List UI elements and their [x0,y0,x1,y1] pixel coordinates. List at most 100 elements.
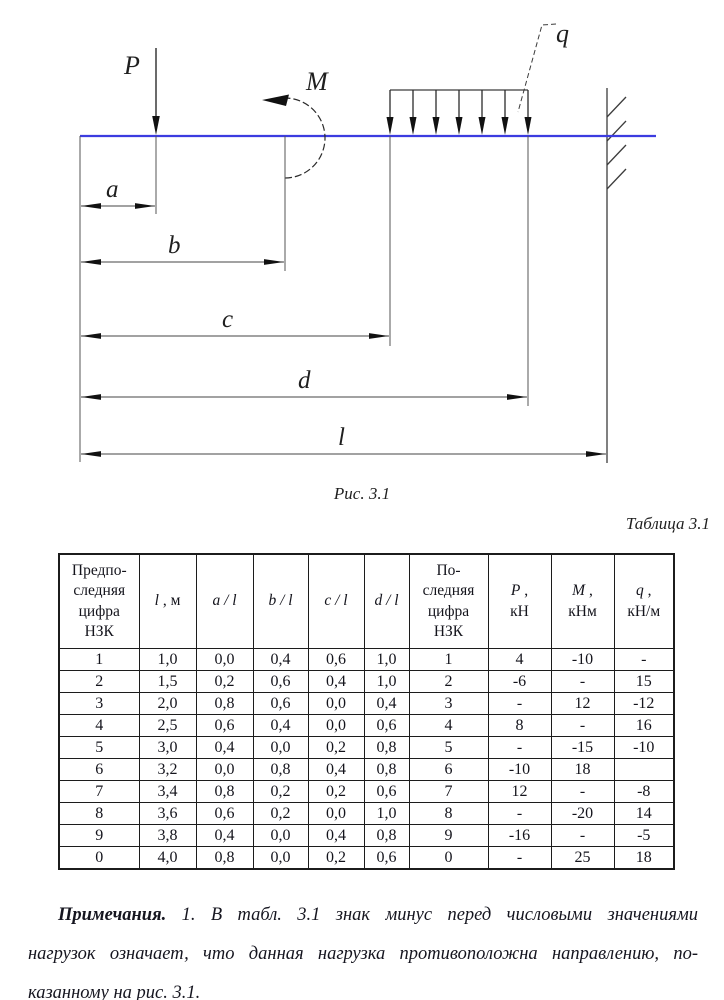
table-cell: 0,4 [307,670,365,693]
table-cell: - [550,714,615,737]
dimension-c: c [81,306,389,339]
table-cell: -10 [613,736,675,759]
table-row: 6 3,2 0,0 0,8 0,4 0,8 6 -10 18 [58,758,675,781]
table-cell: 0 [408,846,489,870]
table-cell: 2,0 [138,692,197,715]
table-cell: -6 [487,670,552,693]
dimension-d: d [81,367,527,400]
table-cell: 0,0 [307,692,365,715]
table-cell: 0,8 [195,846,254,870]
table-cell: 3,6 [138,802,197,825]
label-l: l [338,424,345,451]
table-cell: 3,0 [138,736,197,759]
col-header-penultimate-digit: Предпо- следняя цифра НЗК [58,553,140,649]
table-cell: 1,0 [363,670,410,693]
table-cell: 0,0 [307,802,365,825]
table-cell: 0,4 [307,758,365,781]
col-header-q: q , кН/м [613,553,675,649]
table-cell: -20 [550,802,615,825]
table-cell: 18 [613,846,675,870]
table-cell: 0,8 [363,758,410,781]
table-cell: -10 [550,648,615,671]
table-cell: 5 [408,736,489,759]
table-cell: 9 [408,824,489,847]
table-cell: 0,6 [195,802,254,825]
table-cell: 0,2 [307,846,365,870]
table-cell: -8 [613,780,675,803]
table-label: Таблица 3.1 [625,514,710,533]
table-cell: 0 [58,846,140,870]
force-P-arrow: P [123,48,160,135]
col-header-M: M , кНм [550,553,615,649]
table-cell: 0,8 [363,824,410,847]
col-header-P: P , кН [487,553,552,649]
label-a: a [106,176,119,203]
table-cell: 0,6 [363,780,410,803]
notes-line-2: нагрузок означает, что данная нагрузка п… [28,944,698,964]
table-cell: 0,6 [252,692,309,715]
dimension-l: l [81,424,606,457]
header-row: Предпо- следняя цифра НЗК l , м a / l b … [58,553,675,649]
table-cell: 1 [408,648,489,671]
col-header-last-digit: По- следняя цифра НЗК [408,553,489,649]
col-header-a-l: a / l [195,553,254,649]
table-cell: 0,6 [363,846,410,870]
table-row: 2 1,5 0,2 0,6 0,4 1,0 2 -6-15 [58,670,675,693]
table-row: 1 1,0 0,0 0,4 0,6 1,0 1 4 -10- [58,648,675,671]
table-cell: 4 [58,714,140,737]
table-cell: 12 [550,692,615,715]
table-cell: 0,8 [195,692,254,715]
distributed-load: q [386,19,569,135]
table-cell: 2 [58,670,140,693]
table-cell: 0,4 [195,736,254,759]
table-cell: 0,4 [252,714,309,737]
table-cell: 0,6 [195,714,254,737]
table-cell: 7 [58,780,140,803]
moment-M-arc: M [262,67,329,179]
table-cell: 0,4 [252,648,309,671]
table-cell: 3 [408,692,489,715]
table-cell: 0,0 [195,648,254,671]
table-cell: 0,4 [363,692,410,715]
table-row: 8 3,6 0,6 0,2 0,0 1,0 8- -20 14 [58,802,675,825]
table-cell: 0,0 [252,824,309,847]
table-cell: 3,4 [138,780,197,803]
label-d: d [298,367,311,394]
table-cell: 1,0 [363,648,410,671]
wall-support [606,88,627,463]
table-cell: 0,8 [252,758,309,781]
col-header-l: l , м [138,553,197,649]
table-cell: 12 [487,780,552,803]
table-cell: - [487,736,552,759]
table-cell: -12 [613,692,675,715]
table-cell: 0,6 [363,714,410,737]
table-cell: 16 [613,714,675,737]
col-header-c-l: c / l [307,553,365,649]
table-cell: 18 [550,758,615,781]
table-cell: -16 [487,824,552,847]
table-cell: 1,0 [138,648,197,671]
table-row: 9 3,8 0,4 0,0 0,4 0,8 9 -16- -5 [58,824,675,847]
table-cell: 1,0 [363,802,410,825]
label-M: M [305,67,329,96]
table-cell: 0,4 [195,824,254,847]
table-cell: 3,8 [138,824,197,847]
table-cell: 8 [408,802,489,825]
table-cell: 0,2 [307,736,365,759]
table-cell: 0,4 [307,824,365,847]
label-q: q [556,19,569,48]
table-cell: 0,8 [195,780,254,803]
dimension-a: a [81,176,155,209]
extension-lines [79,136,529,462]
label-P: P [123,51,140,80]
table-cell: 1,5 [138,670,197,693]
table-cell: 6 [58,758,140,781]
table-cell: 8 [58,802,140,825]
notes-line-1: Примечания. 1. В табл. 3.1 знак минус пе… [58,905,698,925]
table-cell: 6 [408,758,489,781]
table-cell: 0,2 [307,780,365,803]
table-cell: - [487,846,552,870]
table-cell: 0,0 [307,714,365,737]
table-cell: 7 [408,780,489,803]
